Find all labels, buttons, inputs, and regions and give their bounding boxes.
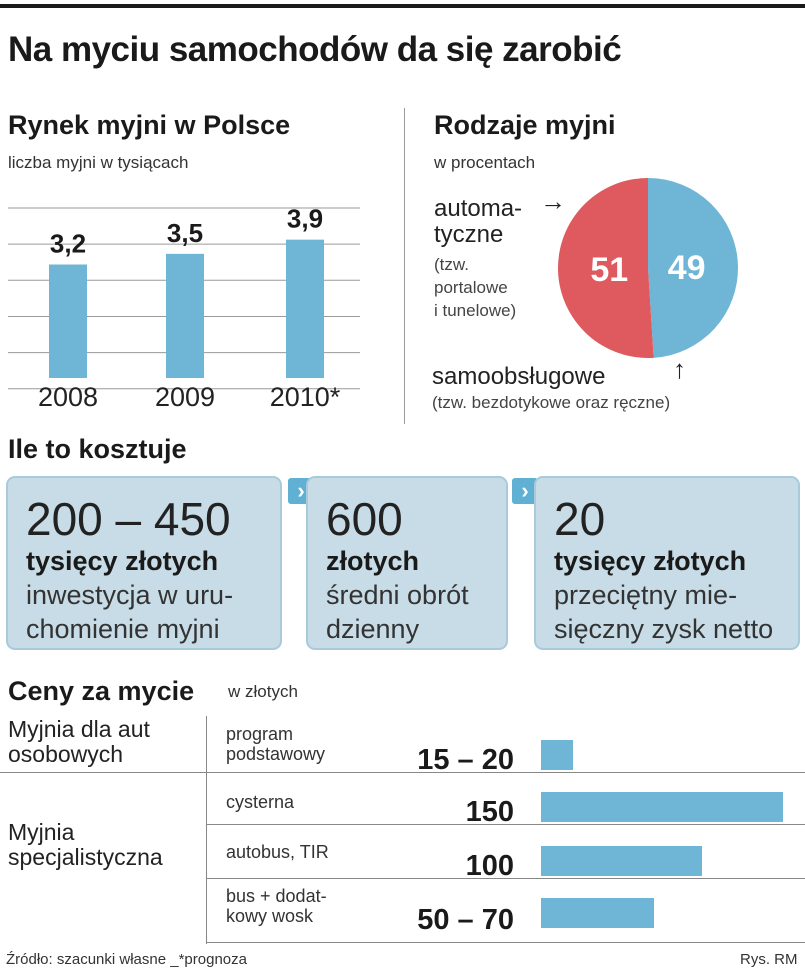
row-divider [206, 878, 805, 879]
price-row-label-line2: kowy wosk [226, 906, 314, 926]
cost-value: 600 [326, 493, 403, 545]
prices-title: Ceny za mycie [8, 676, 195, 706]
auto-note-line1: (tzw. [434, 255, 469, 274]
price-row-label-line1: bus + dodat- [226, 886, 327, 906]
price-value-label: 150 [465, 796, 514, 828]
cost-description-line1: średni obrót [326, 580, 469, 610]
cost-description-line1: inwestycja w uru- [26, 580, 234, 610]
cost-card-investment: 200 – 450 tysięcy złotych inwestycja w u… [6, 476, 282, 650]
bar-2009 [166, 253, 204, 378]
chevron-right-icon: › [512, 478, 538, 504]
bar-2010* [286, 239, 324, 378]
price-row-label: bus + dodat- kowy wosk [226, 886, 327, 926]
group-special-line2: specjalistyczna [8, 844, 163, 870]
market-title: Rynek myjni w Polsce [8, 110, 291, 140]
cost-description-line2: chomienie myjni [26, 614, 220, 644]
self-label: samoobsługowe [432, 363, 606, 390]
auto-note-line2: portalowe [434, 278, 508, 297]
price-bar [541, 792, 783, 822]
x-tick-label: 2010* [270, 382, 341, 412]
cost-description: inwestycja w uru- chomienie myjni [26, 578, 233, 646]
price-row-label-line1: autobus, TIR [226, 842, 329, 862]
auto-note-line3: i tunelowe) [434, 301, 517, 320]
price-value-label: 50 – 70 [417, 904, 514, 936]
price-row-label-line1: program [226, 724, 294, 744]
price-value-label: 15 – 20 [417, 744, 514, 776]
pie-slice-automatyczne [558, 178, 654, 358]
cost-description-line2: sięczny zysk netto [554, 614, 774, 644]
group-passenger-label: Myjnia dla aut osobowych [8, 717, 150, 767]
pie-slice-samoobsługowe [648, 178, 739, 358]
auto-note: (tzw. portalowe i tunelowe) [434, 253, 516, 322]
cost-card-turnover: 600 złotych średni obrót dzienny [306, 476, 508, 650]
page-title: Na myciu samochodów da się zarobić [8, 30, 622, 69]
row-divider [0, 772, 805, 773]
group-passenger-line2: osobowych [8, 741, 124, 767]
source-note: Źródło: szacunki własne _*prognoza [6, 951, 247, 968]
cost-description: przeciętny mie- sięczny zysk netto [554, 578, 773, 646]
pie-value-label: 49 [668, 249, 706, 287]
price-row-label-line1: cysterna [226, 792, 295, 812]
arrow-right-icon: → [540, 186, 566, 216]
market-bar-chart: 3,2 2008 3,5 2009 3,9 2010* [8, 204, 360, 412]
prices-subtitle: w złotych [228, 682, 298, 701]
cost-card-profit: 20 tysięcy złotych przeciętny mie- sięcz… [534, 476, 800, 650]
types-pie-chart: 49 51 [558, 178, 739, 358]
x-tick-label: 2009 [155, 382, 215, 412]
row-divider [206, 824, 805, 825]
cost-value: 200 – 450 [26, 493, 231, 545]
prices-vertical-rule [206, 716, 207, 944]
market-subtitle: liczba myjni w tysiącach [8, 153, 189, 172]
types-title: Rodzaje myjni [434, 110, 616, 140]
auto-label-line1: automa- [434, 195, 523, 222]
data-label: 3,9 [287, 204, 323, 234]
vertical-divider [404, 108, 405, 424]
bar-2008 [49, 264, 87, 378]
cost-unit: tysięcy złotych [26, 546, 219, 576]
costs-title: Ile to kosztuje [8, 434, 187, 464]
cost-description: średni obrót dzienny [326, 578, 469, 646]
credit-note: Rys. RM [740, 951, 798, 968]
price-bar [541, 898, 654, 928]
price-bar [541, 740, 574, 770]
cost-description-line2: dzienny [326, 614, 420, 644]
top-rule [0, 4, 805, 8]
group-special-label: Myjnia specjalistyczna [8, 820, 163, 870]
arrow-up-icon: ↑ [673, 354, 686, 384]
types-subtitle: w procentach [434, 153, 536, 172]
price-row-label: program podstawowy [226, 724, 325, 764]
row-divider [206, 942, 805, 943]
price-row-label: cysterna [226, 792, 294, 812]
price-bar [541, 846, 703, 876]
cost-unit: złotych [326, 546, 420, 576]
cost-description-line1: przeciętny mie- [554, 580, 738, 610]
auto-label: automa- tyczne [434, 196, 522, 248]
data-label: 3,2 [50, 228, 86, 258]
group-passenger-line1: Myjnia dla aut [8, 716, 150, 742]
price-value-label: 100 [465, 850, 514, 882]
cost-unit: tysięcy złotych [554, 546, 747, 576]
price-row-label-line2: podstawowy [226, 744, 326, 764]
auto-label-line2: tyczne [434, 221, 504, 248]
price-row-label: autobus, TIR [226, 842, 329, 862]
data-label: 3,5 [167, 218, 203, 248]
cost-value: 20 [554, 493, 606, 545]
self-note: (tzw. bezdotykowe oraz ręczne) [432, 393, 671, 412]
pie-value-label: 51 [590, 251, 628, 289]
x-tick-label: 2008 [38, 382, 98, 412]
group-special-line1: Myjnia [8, 819, 75, 845]
